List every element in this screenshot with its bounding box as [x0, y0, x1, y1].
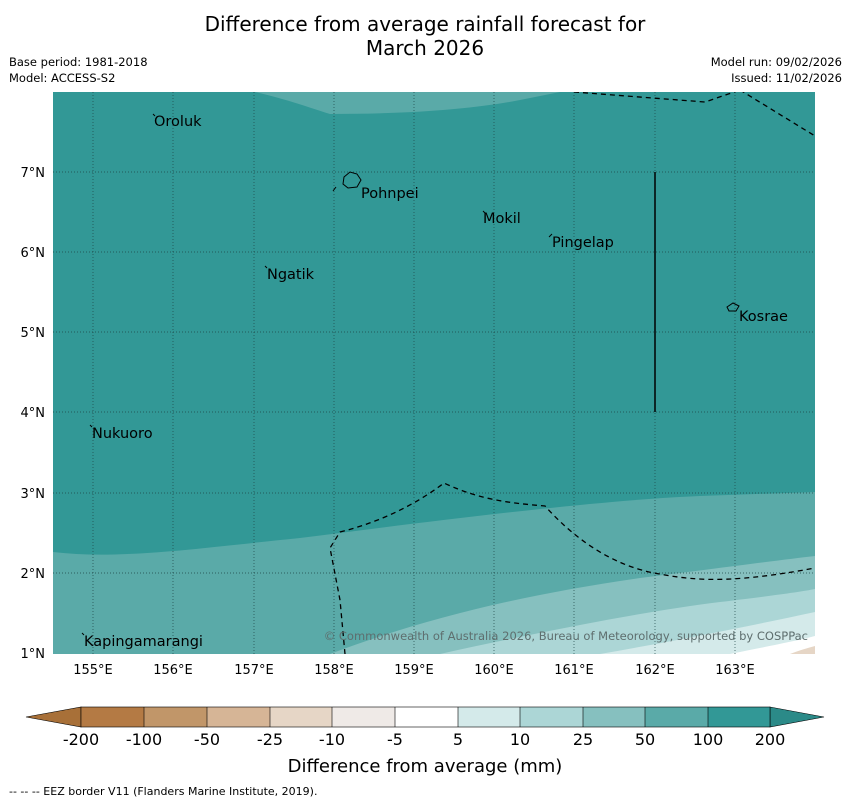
band-5-10	[600, 612, 815, 654]
colorbar-segment	[583, 707, 645, 727]
colorbar-segment	[270, 707, 332, 727]
colorbar-arrow-high	[769, 706, 825, 728]
colorbar-label: 25	[573, 730, 593, 749]
colorbar-segment	[458, 707, 520, 727]
kosrae-island-shape	[726, 302, 740, 312]
pohnpei-reef	[332, 186, 337, 192]
model-name: Model: ACCESS-S2	[9, 71, 116, 85]
band-50-100-north	[255, 92, 560, 114]
colorbar-title: Difference from average (mm)	[288, 756, 563, 777]
colorbar-segment	[81, 707, 144, 727]
colorbar-segment	[207, 707, 270, 727]
graticule	[53, 92, 815, 654]
colorbar-label: -200	[63, 730, 99, 749]
colorbar-segment	[520, 707, 583, 727]
lat-label-2n: 2°N	[21, 567, 46, 582]
place-kosrae: Kosrae	[739, 309, 788, 325]
place-pohnpei: Pohnpei	[361, 186, 419, 202]
colorbar-label: -10	[319, 730, 345, 749]
title-line-2: March 2026	[365, 36, 485, 60]
island-markers	[81, 113, 553, 636]
colorbar-label: -50	[194, 730, 220, 749]
lon-label-157e: 157°E	[234, 663, 274, 678]
map-area	[53, 92, 815, 654]
lon-label-156e: 156°E	[153, 663, 193, 678]
lon-label-159e: 159°E	[394, 663, 434, 678]
colorbar-label: 10	[510, 730, 530, 749]
chart-title: Difference from average rainfall forecas…	[0, 12, 850, 60]
band-normal	[730, 636, 815, 654]
place-pingelap: Pingelap	[552, 235, 614, 251]
band-minus-5-10	[790, 646, 815, 654]
lon-label-160e: 160°E	[474, 663, 514, 678]
colorbar-segment	[395, 707, 458, 727]
place-oroluk: Oroluk	[154, 114, 202, 130]
issued-date: Issued: 11/02/2026	[731, 71, 842, 85]
colorbar-label: -5	[387, 730, 403, 749]
meta-right: Model run: 09/02/2026 Issued: 11/02/2026	[711, 54, 842, 86]
lat-label-1n: 1°N	[21, 647, 46, 662]
lat-label-6n: 6°N	[21, 246, 46, 261]
lon-label-155e: 155°E	[73, 663, 113, 678]
meta-left: Base period: 1981-2018 Model: ACCESS-S2	[9, 54, 148, 86]
pohnpei-island-shape	[342, 171, 362, 189]
colorbar-label: 200	[755, 730, 786, 749]
colorbar-segment	[645, 707, 708, 727]
lat-label-4n: 4°N	[21, 406, 46, 421]
place-ngatik: Ngatik	[267, 267, 315, 283]
colorbar-label: 100	[693, 730, 724, 749]
colorbar-arrow-low	[25, 706, 82, 728]
colorbar-label: 50	[635, 730, 655, 749]
colorbar: -200 -100 -50 -25 -10 -5 5 10 25 50 100 …	[25, 706, 825, 777]
colorbar-label: -25	[257, 730, 283, 749]
lat-label-3n: 3°N	[21, 487, 46, 502]
lat-label-5n: 5°N	[21, 326, 46, 341]
eez-borders	[329, 92, 815, 654]
lon-label-162e: 162°E	[635, 663, 675, 678]
lon-label-161e: 161°E	[554, 663, 594, 678]
copyright-notice: © Commonwealth of Australia 2026, Bureau…	[324, 629, 808, 643]
title-line-1: Difference from average rainfall forecas…	[204, 12, 646, 36]
place-nukuoro: Nukuoro	[92, 426, 153, 442]
place-kapingamarangi: Kapingamarangi	[84, 634, 203, 650]
lon-label-158e: 158°E	[314, 663, 354, 678]
colorbar-segment	[708, 707, 770, 727]
model-run: Model run: 09/02/2026	[710, 55, 842, 69]
lat-label-7n: 7°N	[21, 166, 46, 181]
base-period: Base period: 1981-2018	[9, 55, 148, 69]
colorbar-label: 5	[453, 730, 463, 749]
colorbar-segment	[144, 707, 207, 727]
eez-footnote: -- -- -- EEZ border V11 (Flanders Marine…	[9, 785, 318, 798]
place-mokil: Mokil	[483, 211, 521, 227]
lon-label-163e: 163°E	[715, 663, 755, 678]
colorbar-segment	[332, 707, 395, 727]
colorbar-label: -100	[126, 730, 162, 749]
